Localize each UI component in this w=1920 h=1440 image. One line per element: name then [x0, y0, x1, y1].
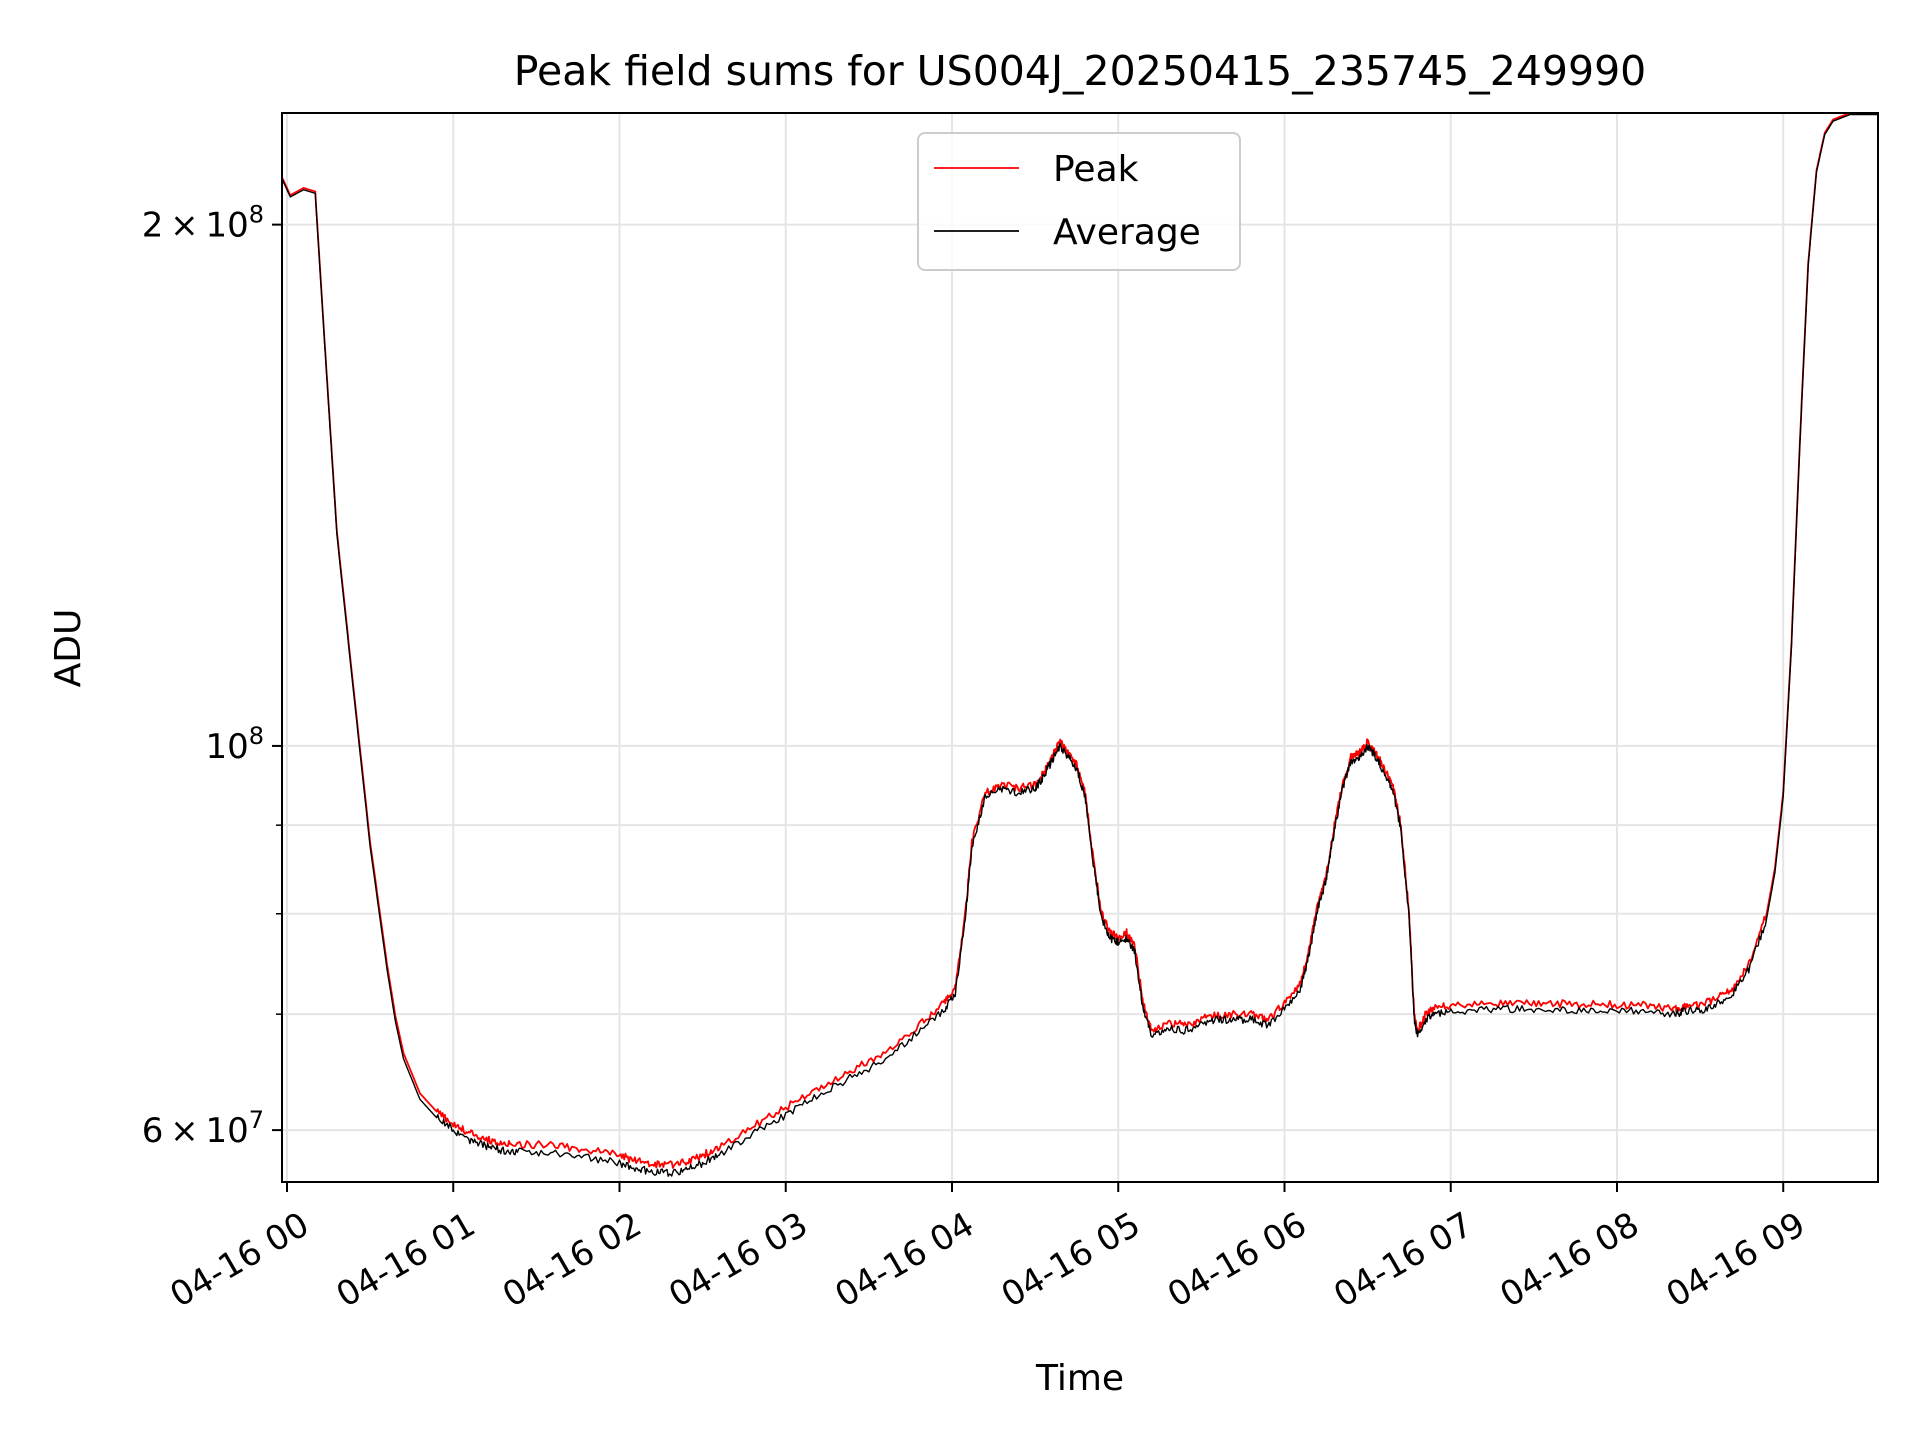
- gridlines: [282, 113, 1878, 1182]
- series-line-average: [281, 113, 1878, 1177]
- y-tick-label: 2 × 108: [142, 201, 264, 246]
- x-axis-label: Time: [1035, 1358, 1124, 1399]
- chart-title: Peak field sums for US004J_20250415_2357…: [514, 47, 1647, 95]
- series-lines: [281, 112, 1879, 1177]
- legend-label-peak: Peak: [1053, 149, 1139, 190]
- y-axis-label: ADU: [48, 609, 89, 688]
- plot-frame: [281, 112, 1879, 1183]
- legend-label-average: Average: [1053, 212, 1201, 253]
- legend: Peak Average: [917, 132, 1241, 271]
- y-tick-label: 108: [205, 722, 264, 767]
- y-tick-label: 6 × 107: [142, 1106, 264, 1151]
